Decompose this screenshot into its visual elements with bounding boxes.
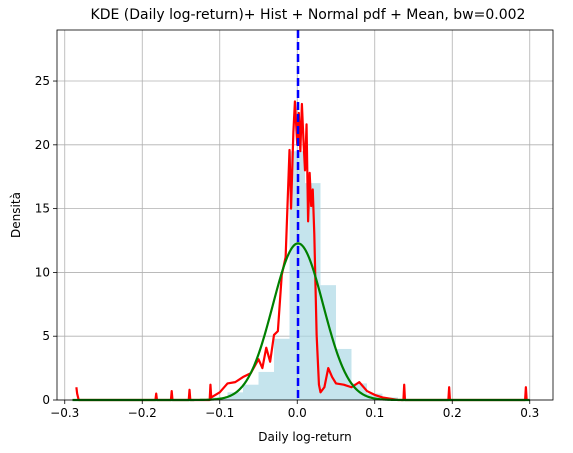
histogram-bar xyxy=(367,393,383,400)
y-tick-label: 25 xyxy=(35,74,50,88)
histogram xyxy=(212,151,398,400)
grid xyxy=(57,30,553,401)
y-tick-label: 10 xyxy=(35,265,50,279)
x-tick-label: −0.1 xyxy=(205,406,234,420)
y-axis-label: Densità xyxy=(9,192,23,238)
x-tick-label: −0.3 xyxy=(50,406,79,420)
plot-frame xyxy=(56,29,554,401)
y-tick-label: 0 xyxy=(42,393,50,407)
x-tick-label: −0.2 xyxy=(128,406,157,420)
y-tick-label: 20 xyxy=(35,138,50,152)
x-tick-label: 0.3 xyxy=(520,406,539,420)
x-tick-label: 0.2 xyxy=(443,406,462,420)
histogram-bar xyxy=(320,285,336,400)
x-tick-label: 0.0 xyxy=(288,406,307,420)
axis-ticks: −0.3 −0.2 −0.1 0.0 0.1 0.2 0.3 0 5 10 15 20 25 xyxy=(35,74,540,420)
x-axis-label: Daily log-return xyxy=(258,430,352,444)
chart-title: KDE (Daily log-return)+ Hist + Normal pd… xyxy=(91,7,526,23)
y-tick-label: 5 xyxy=(42,329,50,343)
x-tick-label: 0.1 xyxy=(365,406,384,420)
histogram-bar xyxy=(274,338,290,400)
y-tick-label: 15 xyxy=(35,202,50,216)
histogram-bar xyxy=(258,371,274,400)
histogram-bar xyxy=(227,392,243,400)
histogram-bar xyxy=(243,384,259,400)
